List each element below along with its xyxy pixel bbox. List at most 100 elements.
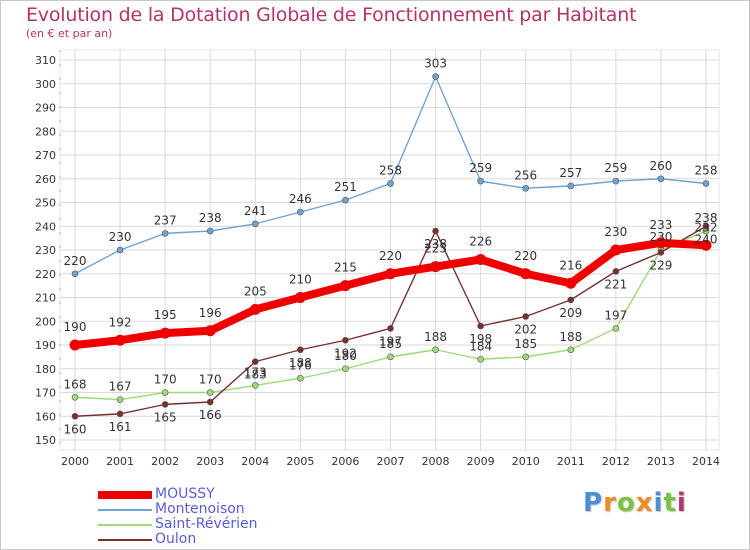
data-label: 223 (424, 242, 447, 256)
data-label: 190 (64, 320, 87, 334)
x-tick-label: 2009 (467, 455, 495, 468)
data-label: 205 (244, 284, 267, 298)
data-label: 160 (64, 422, 87, 436)
data-label: 240 (695, 232, 718, 246)
data-point (116, 246, 124, 254)
y-tick-label: 250 (35, 197, 56, 210)
x-tick-label: 2003 (196, 455, 224, 468)
data-point (71, 270, 79, 278)
data-point (297, 374, 304, 382)
data-label: 192 (334, 346, 357, 360)
data-point (339, 280, 351, 292)
data-label: 220 (64, 254, 87, 268)
y-tick-label: 220 (35, 268, 56, 281)
data-label: 260 (649, 159, 672, 173)
data-label: 202 (514, 323, 537, 337)
x-tick-label: 2010 (512, 455, 540, 468)
data-point (116, 396, 124, 403)
data-point (206, 398, 214, 406)
x-tick-label: 2012 (602, 455, 630, 468)
data-label: 230 (109, 230, 132, 244)
data-label: 257 (559, 166, 582, 180)
data-point (387, 353, 394, 361)
data-label: 230 (649, 230, 672, 244)
data-label: 258 (695, 164, 718, 178)
data-label: 251 (334, 180, 357, 194)
data-point (430, 261, 442, 273)
data-point (387, 325, 394, 332)
data-point (477, 177, 484, 185)
legend-label: MOUSSY (155, 486, 215, 502)
data-label: 184 (469, 339, 492, 353)
x-tick-label: 2014 (692, 455, 720, 468)
legend-swatch (98, 524, 152, 526)
data-label: 259 (469, 161, 492, 175)
data-point (702, 222, 710, 230)
legend-label: Saint-Révérien (155, 516, 258, 532)
logo-letter: i (653, 488, 664, 518)
y-tick-label: 280 (35, 125, 56, 138)
data-point (251, 358, 259, 365)
legend-label: Montenoison (155, 501, 245, 517)
x-tick-label: 2004 (241, 455, 269, 468)
data-label: 238 (424, 237, 447, 251)
data-point (294, 292, 306, 303)
data-point (385, 268, 396, 280)
data-point (71, 393, 79, 401)
data-point (565, 277, 577, 289)
data-point (432, 227, 439, 235)
data-label: 197 (604, 308, 627, 322)
data-label: 303 (424, 57, 447, 71)
x-tick-label: 2002 (151, 455, 179, 468)
data-point (702, 180, 710, 187)
data-point (114, 334, 126, 346)
data-point (251, 220, 259, 228)
data-point (657, 175, 665, 183)
data-point (206, 389, 214, 396)
data-label: 220 (514, 249, 537, 263)
data-label: 166 (199, 408, 222, 422)
data-point (612, 325, 620, 332)
data-label: 198 (469, 332, 492, 346)
data-label: 170 (154, 373, 177, 387)
data-point (612, 177, 620, 185)
y-tick-label: 260 (35, 173, 56, 186)
data-label: 188 (424, 330, 447, 344)
data-label: 215 (334, 261, 357, 275)
data-point (206, 227, 214, 235)
data-point (342, 196, 349, 204)
data-label: 185 (514, 337, 537, 351)
x-tick-label: 2001 (106, 455, 134, 468)
y-tick-label: 240 (35, 220, 56, 233)
data-label: 188 (289, 356, 312, 370)
y-tick-label: 300 (35, 78, 56, 91)
data-point (432, 73, 439, 80)
y-tick-label: 180 (35, 363, 56, 376)
data-point (159, 327, 171, 339)
x-tick-label: 2011 (557, 455, 585, 468)
y-tick-label: 270 (35, 149, 56, 162)
y-tick-label: 200 (35, 315, 56, 328)
data-label: 195 (154, 308, 177, 322)
legend-swatch (98, 491, 152, 499)
data-label: 259 (604, 161, 627, 175)
logo-letter: x (635, 488, 654, 518)
data-label: 161 (109, 420, 132, 434)
data-point (387, 180, 394, 187)
data-label: 183 (244, 368, 267, 382)
data-point (567, 296, 575, 304)
logo-letter: t (663, 488, 677, 518)
data-point (522, 313, 530, 320)
data-label: 210 (289, 273, 312, 287)
data-point (657, 249, 665, 256)
data-label: 237 (154, 213, 177, 227)
data-point (161, 230, 169, 237)
data-label: 256 (514, 168, 537, 182)
data-label: 221 (604, 277, 627, 291)
data-point (249, 303, 261, 315)
data-label: 220 (379, 249, 402, 263)
data-label: 197 (379, 334, 402, 348)
data-label: 238 (695, 211, 718, 225)
data-point (655, 237, 667, 249)
